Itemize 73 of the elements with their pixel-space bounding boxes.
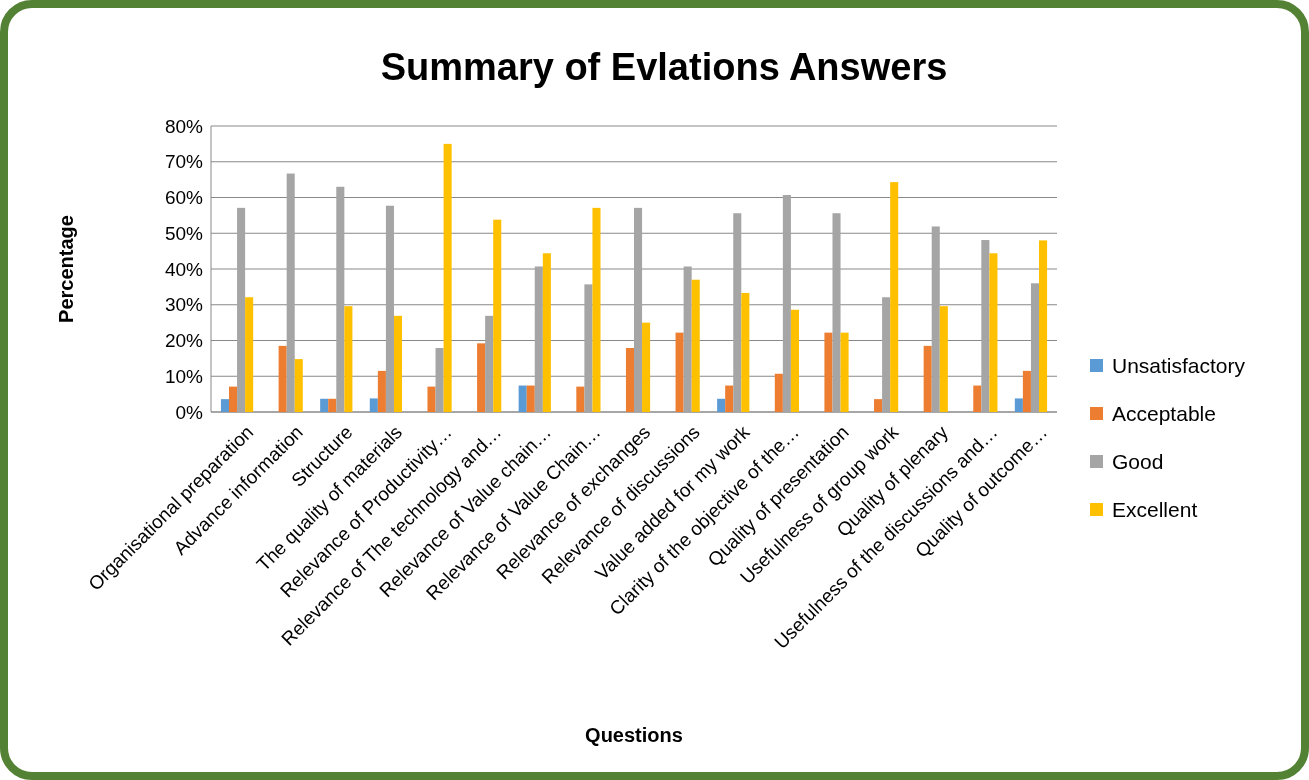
bar <box>393 315 403 412</box>
y-axis-title: Percentage <box>55 215 77 323</box>
bar <box>683 266 692 412</box>
bar <box>477 343 486 412</box>
bar <box>1014 398 1023 412</box>
bar <box>725 385 734 412</box>
y-tick-label: 80% <box>164 115 204 137</box>
y-tick-label: 20% <box>164 330 204 352</box>
y-tick-label: 10% <box>164 365 204 387</box>
bar <box>741 292 750 412</box>
bar <box>691 279 700 412</box>
bar <box>874 399 883 412</box>
bar <box>625 348 634 412</box>
y-tick-label: 70% <box>164 151 204 173</box>
bar <box>369 398 378 412</box>
bar <box>939 306 948 412</box>
bar <box>328 398 337 412</box>
legend-label: Excellent <box>1112 498 1198 522</box>
legend-label: Acceptable <box>1112 402 1216 426</box>
y-tick-label: 40% <box>164 258 204 280</box>
bar <box>320 398 329 412</box>
bar <box>1022 370 1031 412</box>
bar <box>526 385 535 412</box>
bar <box>931 226 940 412</box>
bar <box>832 213 841 412</box>
bar <box>377 370 386 412</box>
bar <box>642 322 651 412</box>
legend-label: Good <box>1112 450 1164 474</box>
bar <box>228 386 238 412</box>
bar <box>485 315 494 412</box>
bar <box>634 207 643 412</box>
bar <box>427 386 436 412</box>
bar <box>1039 240 1048 412</box>
bar <box>245 297 254 412</box>
y-tick-label: 0% <box>175 401 204 423</box>
bar <box>790 309 799 412</box>
bar <box>774 373 783 412</box>
bar <box>220 399 229 412</box>
y-tick-label: 30% <box>164 294 204 316</box>
bar <box>278 345 287 412</box>
bar <box>782 195 791 412</box>
bar <box>435 348 444 412</box>
bar <box>882 297 891 412</box>
bar <box>973 385 982 412</box>
y-tick-label: 60% <box>164 187 204 209</box>
bar <box>584 284 593 412</box>
bar <box>592 207 601 412</box>
bar <box>294 359 303 412</box>
bar <box>923 345 932 412</box>
bar <box>824 332 833 412</box>
chart-title: Summary of Evlations Answers <box>380 46 948 88</box>
bar <box>675 332 684 412</box>
bar <box>1030 283 1040 412</box>
bar <box>542 253 551 412</box>
bar <box>286 173 295 412</box>
bar <box>576 386 585 412</box>
bar <box>336 186 345 412</box>
y-tick-label: 50% <box>164 222 204 244</box>
bar <box>344 306 353 412</box>
x-axis-title: Questions <box>585 724 683 746</box>
bar <box>518 385 527 412</box>
bar <box>981 240 990 412</box>
bar <box>733 213 742 412</box>
bar <box>840 332 849 412</box>
legend-label: Unsatisfactory <box>1112 354 1246 378</box>
bar <box>443 143 452 412</box>
bar <box>385 205 394 412</box>
bar <box>989 253 998 412</box>
bar <box>717 398 726 412</box>
bar <box>493 219 502 412</box>
bar <box>890 182 899 412</box>
bar <box>534 266 543 412</box>
bar <box>237 207 246 412</box>
